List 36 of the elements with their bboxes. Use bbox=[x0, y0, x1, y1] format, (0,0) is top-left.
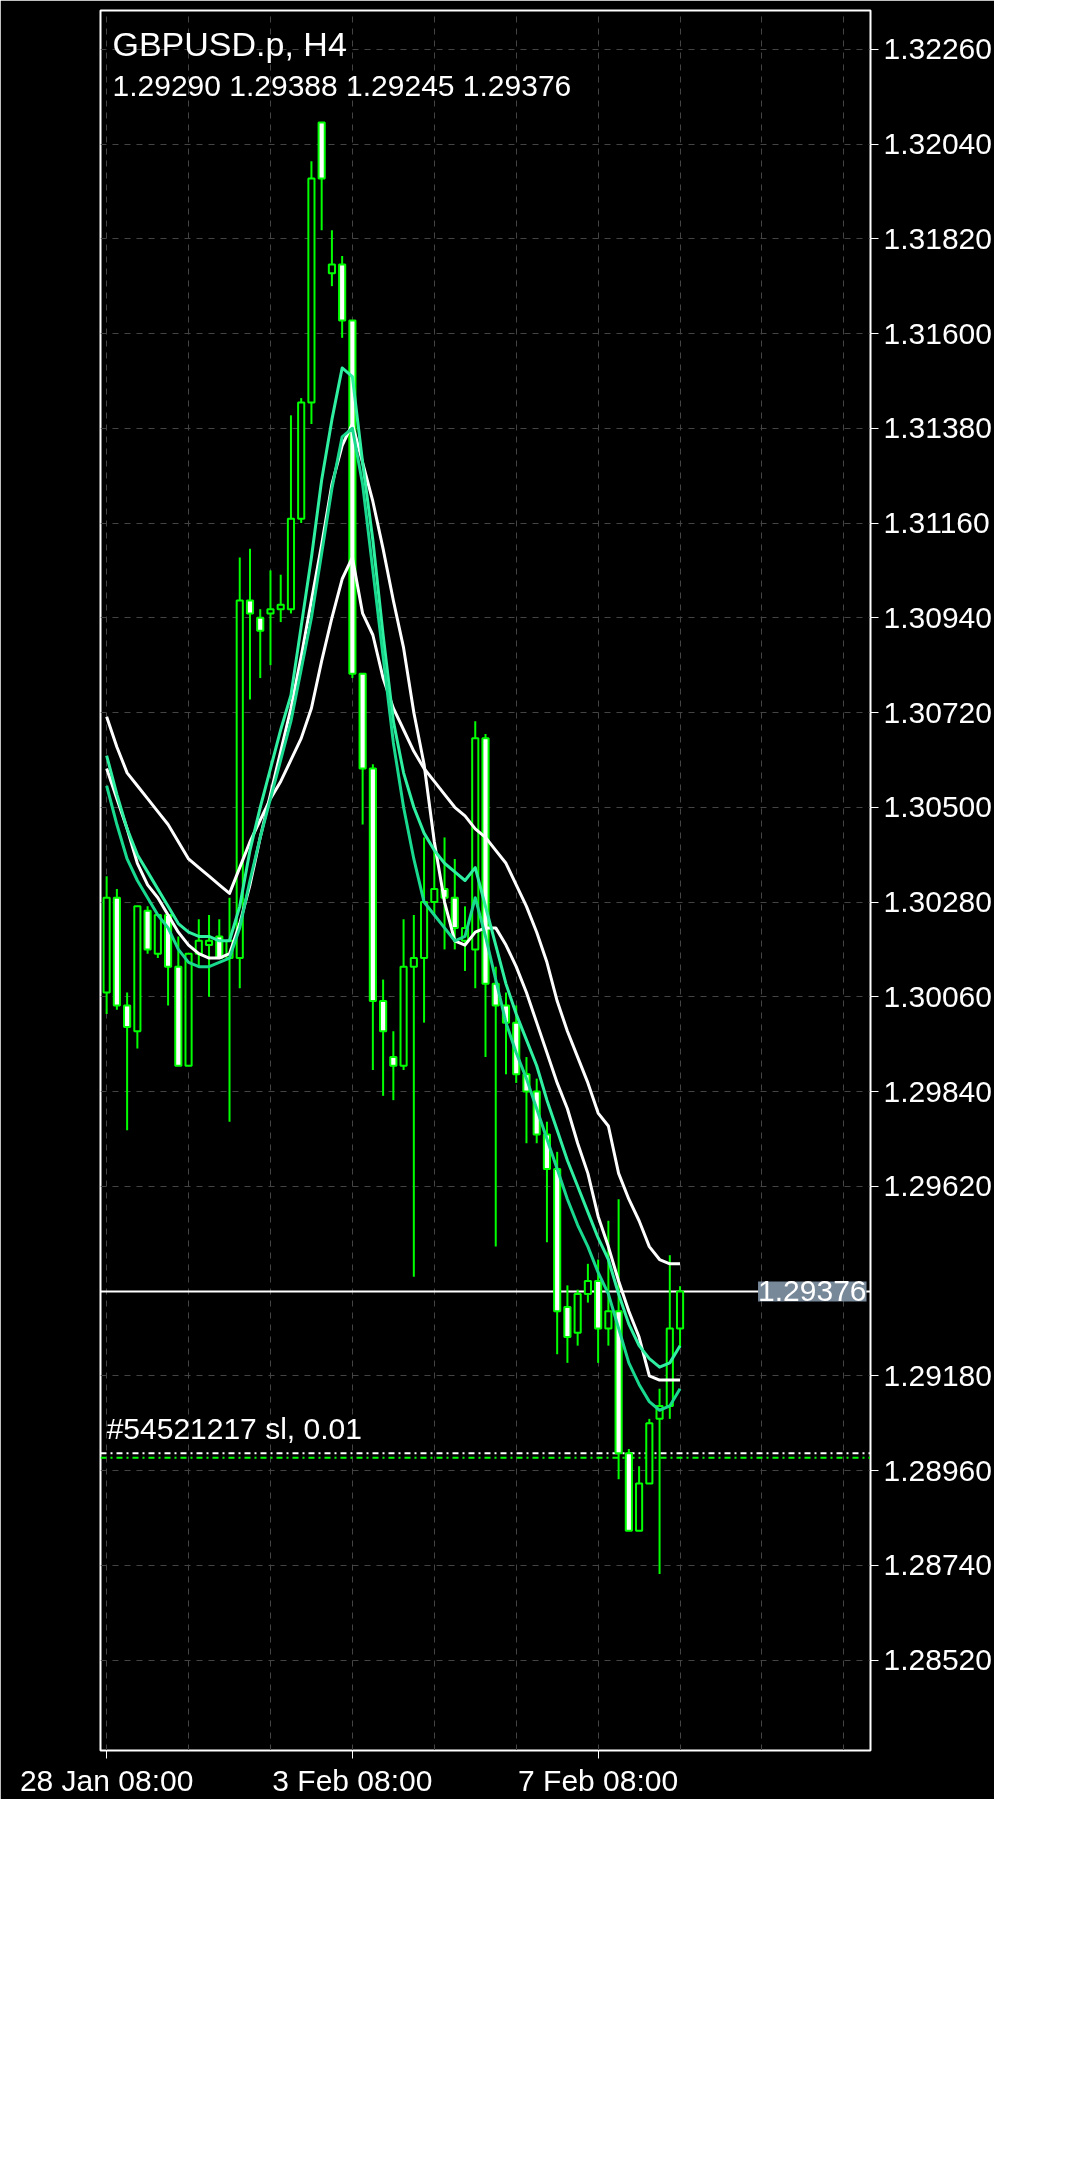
ref-line-label: 1.29376 bbox=[758, 1274, 867, 1308]
x-tick-label: 7 Feb 08:00 bbox=[518, 1763, 679, 1797]
y-tick-label: 1.29180 bbox=[883, 1358, 992, 1392]
y-tick-label: 1.30280 bbox=[883, 885, 992, 919]
y-tick-label: 1.30500 bbox=[883, 790, 992, 824]
candlestick bbox=[430, 849, 439, 916]
y-tick-label: 1.30720 bbox=[883, 695, 992, 729]
candlestick bbox=[256, 608, 265, 680]
text: 1.29290 1.29388 1.29245 1.29376 bbox=[112, 68, 572, 102]
y-tick-label: 1.28740 bbox=[883, 1548, 992, 1582]
y-tick-label: 1.28960 bbox=[883, 1453, 992, 1487]
candlestick bbox=[245, 547, 255, 701]
candlestick bbox=[266, 569, 275, 667]
chart-title: GBPUSD.p, H4 bbox=[112, 24, 347, 63]
y-tick-label: 1.32260 bbox=[883, 32, 992, 66]
y-tick-label: 1.31380 bbox=[883, 411, 992, 445]
candlestick bbox=[327, 229, 336, 288]
candlestick bbox=[604, 1219, 613, 1347]
candlestick bbox=[204, 913, 214, 998]
candlestick bbox=[409, 913, 418, 1278]
candlestick bbox=[583, 1262, 592, 1304]
y-tick-label: 1.29840 bbox=[883, 1074, 992, 1108]
y-tick-label: 1.29620 bbox=[883, 1169, 992, 1203]
candlestick bbox=[389, 1030, 398, 1102]
y-tick-label: 1.32040 bbox=[883, 127, 992, 161]
y-tick-label: 1.31160 bbox=[883, 506, 990, 540]
y-tick-label: 1.30940 bbox=[883, 600, 992, 634]
x-tick-label: 3 Feb 08:00 bbox=[272, 1763, 433, 1797]
candlestick bbox=[123, 991, 132, 1132]
ref-line-label: #54521217 sl, 0.01 bbox=[106, 1412, 362, 1446]
y-tick-label: 1.31820 bbox=[883, 221, 992, 255]
y-tick-label: 1.28520 bbox=[883, 1643, 992, 1677]
x-tick-label: 28 Jan 08:00 bbox=[19, 1763, 194, 1797]
candlestick bbox=[276, 573, 285, 624]
y-tick-label: 1.30060 bbox=[883, 979, 992, 1013]
y-tick-label: 1.31600 bbox=[883, 316, 992, 350]
